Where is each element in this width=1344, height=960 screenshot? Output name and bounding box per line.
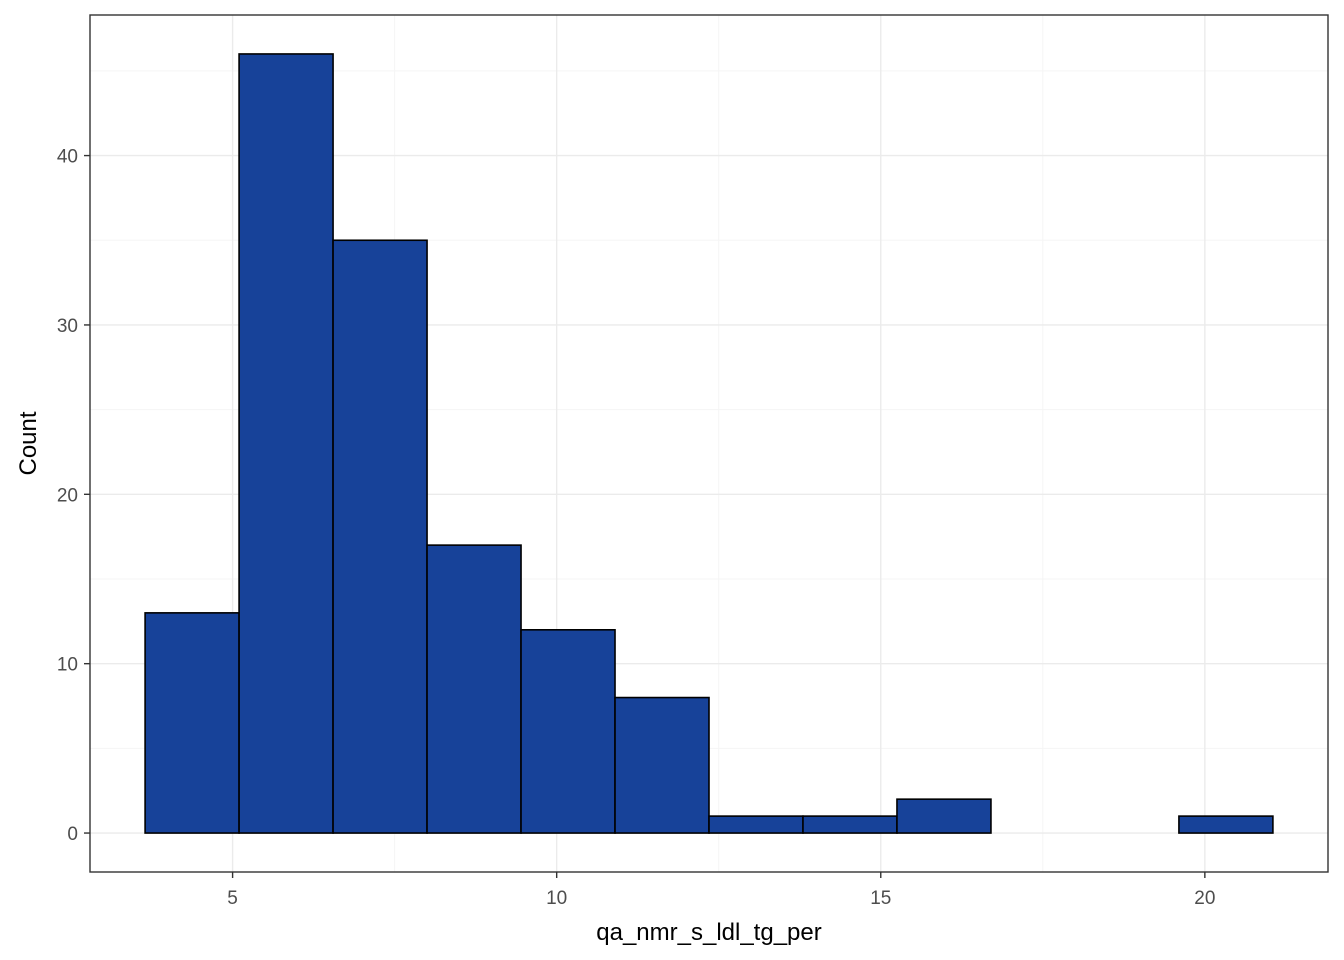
histogram-bar-1 (144, 612, 240, 834)
y-tick-label: 0 (67, 824, 78, 845)
histogram-bar-3 (332, 239, 428, 834)
y-tick-label: 40 (57, 147, 78, 168)
histogram-bar-8 (802, 815, 898, 834)
histogram-bar-9 (896, 798, 992, 834)
histogram-bar-2 (238, 53, 334, 834)
y-tick-label: 10 (57, 655, 78, 676)
panel-border (89, 14, 1329, 873)
histogram-bar-7 (708, 815, 804, 834)
histogram-bar-12 (1178, 815, 1274, 834)
y-axis-title: Count (15, 411, 42, 475)
x-tick-label: 10 (546, 888, 567, 909)
x-axis-ticks: 5 10 15 20 (227, 872, 1215, 909)
y-axis-ticks: 0 10 20 30 40 (57, 147, 90, 845)
x-tick-label: 15 (870, 888, 891, 909)
x-tick-label: 5 (227, 888, 238, 909)
histogram-bar-4 (426, 544, 522, 834)
y-tick-label: 20 (57, 485, 78, 506)
x-tick-label: 20 (1194, 888, 1215, 909)
y-tick-label: 30 (57, 316, 78, 337)
histogram-bar-6 (614, 696, 710, 834)
x-axis-title: qa_nmr_s_ldl_tg_per (596, 919, 821, 946)
histogram-bars (144, 53, 1274, 834)
histogram-bar-5 (520, 629, 616, 834)
